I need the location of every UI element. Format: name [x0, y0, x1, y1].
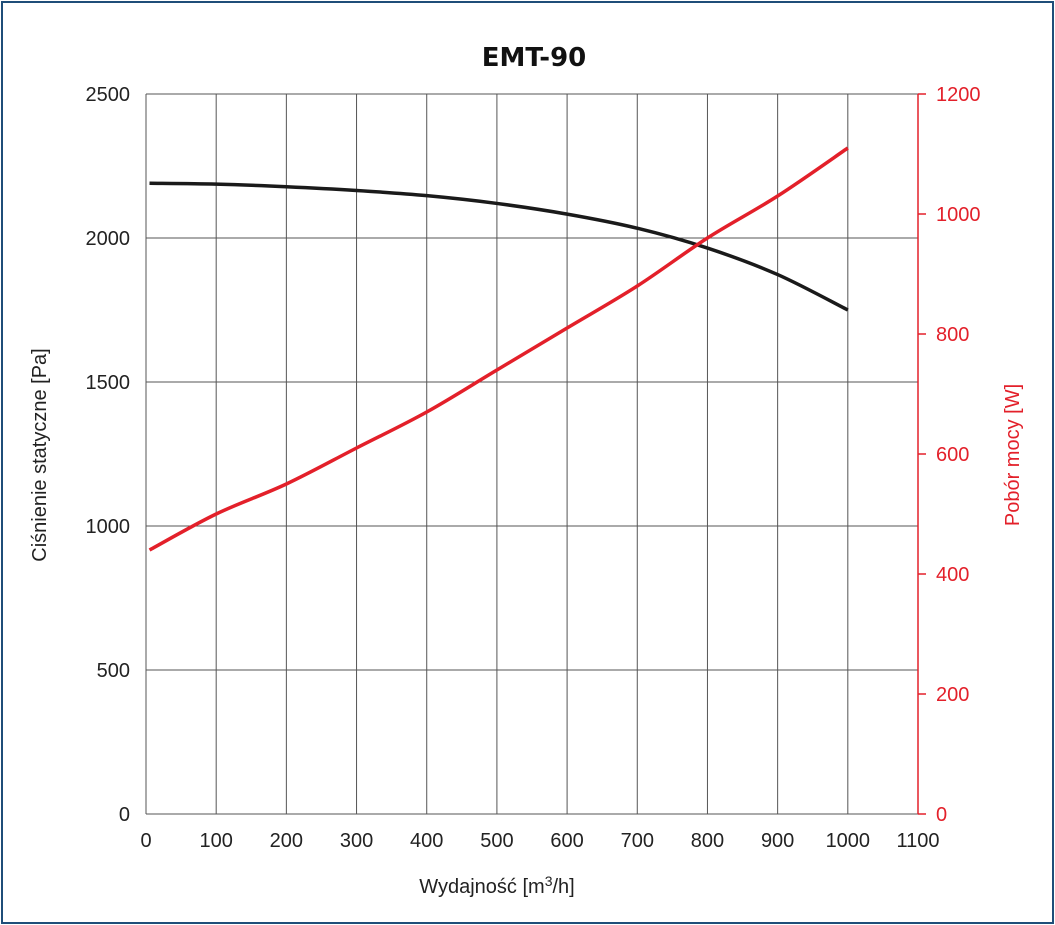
y-right-tick-label: 200 — [936, 684, 969, 706]
y-right-tick-label: 1000 — [936, 204, 981, 226]
x-tick-label: 700 — [621, 830, 654, 852]
x-tick-label: 500 — [480, 830, 513, 852]
x-tick-label: 600 — [550, 830, 583, 852]
y-axis-left-label: Ciśnienie statyczne [Pa] — [29, 348, 51, 561]
y-left-tick-label: 2500 — [86, 84, 131, 106]
x-tick-label: 300 — [340, 830, 373, 852]
x-tick-label: 400 — [410, 830, 443, 852]
y-right-tick-label: 400 — [936, 564, 969, 586]
y-axis-right-label: Pobór mocy [W] — [1002, 384, 1024, 526]
x-tick-label: 1100 — [896, 830, 939, 852]
tick-labels: 0 100 200 300 400 500 600 700 800 900 1000 1100 0 500… — [86, 84, 981, 852]
x-tick-label: 0 — [140, 830, 151, 852]
x-axis-label: Wydajność [m3/h] — [419, 873, 574, 898]
y-right-tick-label: 1200 — [936, 84, 981, 106]
chart-title: EMT-90 — [482, 43, 587, 73]
pressure-curve — [149, 181, 849, 312]
y-right-tick-label: 600 — [936, 444, 969, 466]
y-right-tick-label: 0 — [936, 804, 947, 826]
y-left-tick-label: 2000 — [86, 228, 131, 250]
y-left-tick-label: 1000 — [86, 516, 131, 538]
x-tick-label: 800 — [691, 830, 724, 852]
x-tick-label: 900 — [761, 830, 794, 852]
grid — [145, 93, 926, 815]
power-curve — [148, 146, 849, 552]
series-group — [148, 146, 849, 552]
y-left-tick-label: 0 — [119, 804, 130, 826]
y-left-tick-label: 1500 — [86, 372, 131, 394]
x-tick-label: 100 — [199, 830, 232, 852]
y-right-tick-label: 800 — [936, 324, 969, 346]
x-tick-label: 200 — [270, 830, 303, 852]
y-left-tick-label: 500 — [97, 660, 130, 682]
x-tick-label: 1000 — [826, 830, 871, 852]
